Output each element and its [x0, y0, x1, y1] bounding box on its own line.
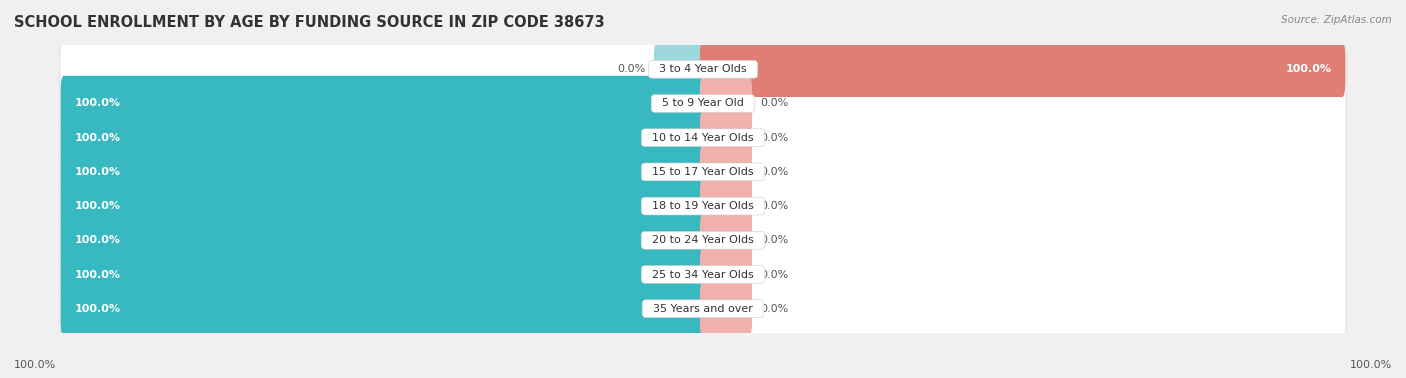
Text: 0.0%: 0.0% [761, 133, 789, 143]
FancyBboxPatch shape [700, 212, 752, 268]
Text: 35 Years and over: 35 Years and over [647, 304, 759, 314]
Text: 100.0%: 100.0% [75, 270, 121, 279]
FancyBboxPatch shape [700, 281, 752, 336]
FancyBboxPatch shape [700, 212, 1346, 268]
FancyBboxPatch shape [60, 76, 706, 131]
Text: 100.0%: 100.0% [75, 167, 121, 177]
Text: 3 to 4 Year Olds: 3 to 4 Year Olds [652, 64, 754, 74]
FancyBboxPatch shape [60, 281, 706, 336]
Text: 5 to 9 Year Old: 5 to 9 Year Old [655, 99, 751, 108]
Text: 100.0%: 100.0% [1350, 360, 1392, 370]
Text: 100.0%: 100.0% [75, 99, 121, 108]
FancyBboxPatch shape [59, 177, 1347, 235]
Text: 0.0%: 0.0% [761, 304, 789, 314]
FancyBboxPatch shape [59, 245, 1347, 304]
FancyBboxPatch shape [60, 144, 706, 200]
Text: 20 to 24 Year Olds: 20 to 24 Year Olds [645, 235, 761, 245]
Text: 0.0%: 0.0% [761, 99, 789, 108]
Text: 100.0%: 100.0% [1285, 64, 1331, 74]
FancyBboxPatch shape [60, 212, 706, 268]
FancyBboxPatch shape [700, 247, 752, 302]
FancyBboxPatch shape [60, 42, 706, 97]
Text: 18 to 19 Year Olds: 18 to 19 Year Olds [645, 201, 761, 211]
Text: 100.0%: 100.0% [75, 304, 121, 314]
FancyBboxPatch shape [60, 212, 706, 268]
Text: 100.0%: 100.0% [75, 133, 121, 143]
FancyBboxPatch shape [700, 110, 752, 166]
Text: 10 to 14 Year Olds: 10 to 14 Year Olds [645, 133, 761, 143]
FancyBboxPatch shape [700, 110, 1346, 166]
FancyBboxPatch shape [700, 281, 1346, 336]
Text: 100.0%: 100.0% [75, 235, 121, 245]
FancyBboxPatch shape [59, 143, 1347, 201]
Text: SCHOOL ENROLLMENT BY AGE BY FUNDING SOURCE IN ZIP CODE 38673: SCHOOL ENROLLMENT BY AGE BY FUNDING SOUR… [14, 15, 605, 30]
Text: 25 to 34 Year Olds: 25 to 34 Year Olds [645, 270, 761, 279]
Text: 15 to 17 Year Olds: 15 to 17 Year Olds [645, 167, 761, 177]
FancyBboxPatch shape [700, 247, 1346, 302]
FancyBboxPatch shape [700, 178, 752, 234]
FancyBboxPatch shape [59, 74, 1347, 133]
FancyBboxPatch shape [60, 110, 706, 166]
FancyBboxPatch shape [700, 76, 1346, 131]
Text: 0.0%: 0.0% [761, 201, 789, 211]
FancyBboxPatch shape [59, 211, 1347, 270]
FancyBboxPatch shape [60, 178, 706, 234]
FancyBboxPatch shape [700, 42, 1346, 97]
FancyBboxPatch shape [700, 144, 752, 200]
FancyBboxPatch shape [60, 76, 706, 131]
Text: 0.0%: 0.0% [761, 235, 789, 245]
FancyBboxPatch shape [700, 178, 1346, 234]
FancyBboxPatch shape [700, 144, 1346, 200]
Text: 0.0%: 0.0% [761, 167, 789, 177]
FancyBboxPatch shape [60, 247, 706, 302]
FancyBboxPatch shape [59, 40, 1347, 98]
FancyBboxPatch shape [60, 110, 706, 166]
FancyBboxPatch shape [60, 144, 706, 200]
FancyBboxPatch shape [700, 76, 752, 131]
FancyBboxPatch shape [59, 108, 1347, 167]
FancyBboxPatch shape [60, 247, 706, 302]
FancyBboxPatch shape [59, 280, 1347, 338]
FancyBboxPatch shape [60, 281, 706, 336]
Text: Source: ZipAtlas.com: Source: ZipAtlas.com [1281, 15, 1392, 25]
FancyBboxPatch shape [654, 42, 706, 97]
FancyBboxPatch shape [700, 42, 1346, 97]
Text: 0.0%: 0.0% [761, 270, 789, 279]
FancyBboxPatch shape [60, 178, 706, 234]
Text: 100.0%: 100.0% [14, 360, 56, 370]
Text: 0.0%: 0.0% [617, 64, 645, 74]
Text: 100.0%: 100.0% [75, 201, 121, 211]
